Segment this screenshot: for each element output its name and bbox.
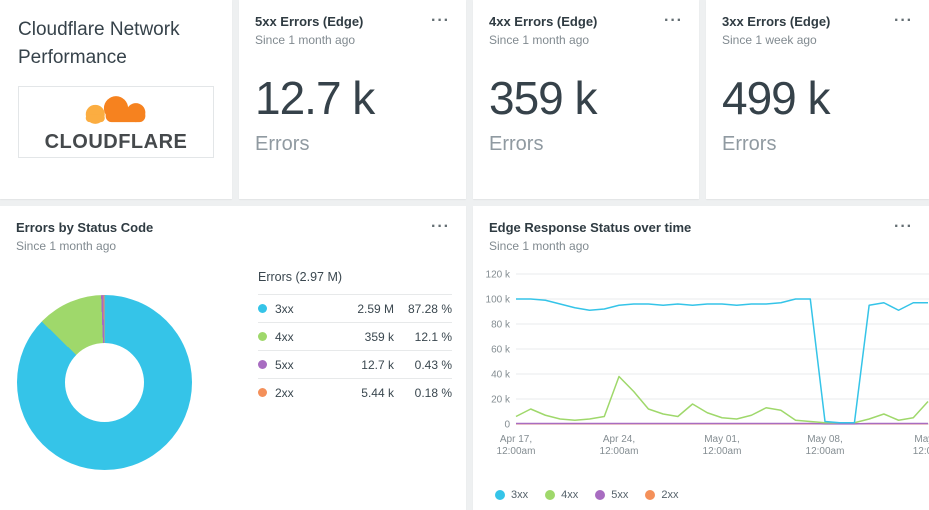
card-title: 4xx Errors (Edge) [489,14,598,29]
card-subtitle: Since 1 month ago [489,33,590,47]
card-title: 5xx Errors (Edge) [255,14,364,29]
series-label: 4xx [275,329,294,344]
series-dot-2xx [258,388,267,397]
legend-item-5xx[interactable]: 5xx [595,489,628,501]
stat-label: Errors [255,133,310,155]
errors-by-status-card: Errors by Status Code Since 1 month ago … [0,206,466,510]
svg-text:0: 0 [504,420,510,431]
card-subtitle: Since 1 month ago [255,33,356,47]
series-value: 2.59 M [357,301,394,316]
svg-text:May 08,12:00am: May 08, 12:00am [806,434,845,457]
legend-row-4xx: 4xx 359 k 12.1 % [258,322,452,350]
svg-text:Apr 17,12:00am: Apr 17, 12:00am [497,434,536,457]
card-subtitle: Since 1 week ago [722,33,817,47]
series-label: 2xx [275,385,294,400]
donut-legend-title: Errors (2.97 M) [258,270,343,284]
series-dot-3xx [258,304,267,313]
legend-item-4xx[interactable]: 4xx [545,489,578,501]
series-label: 2xx [661,489,679,501]
title-card: Cloudflare Network Performance CLOUDFLAR… [0,0,232,199]
cloudflare-logo: CLOUDFLARE [18,86,214,159]
card-menu-button[interactable]: ··· [664,12,683,29]
legend-row-5xx: 5xx 12.7 k 0.43 % [258,350,452,378]
svg-text:20 k: 20 k [491,395,511,406]
series-percent: 0.43 % [414,357,452,372]
card-menu-button[interactable]: ··· [431,218,450,235]
series-dot-5xx [595,490,606,500]
card-subtitle: Since 1 month ago [489,239,590,253]
card-subtitle: Since 1 month ago [16,239,117,253]
card-menu-button[interactable]: ··· [894,12,913,29]
legend-item-2xx[interactable]: 2xx [645,489,679,501]
series-value: 359 k [364,329,394,344]
stat-label: Errors [722,133,777,155]
series-value: 5.44 k [361,385,394,400]
series-percent: 0.18 % [414,385,452,400]
series-dot-4xx [258,332,267,341]
card-menu-button[interactable]: ··· [894,218,913,235]
series-percent: 87.28 % [407,301,452,316]
series-label: 4xx [561,489,579,501]
page-title: Cloudflare Network Performance [18,19,180,68]
series-percent: 12.1 % [414,329,452,344]
stat-card-4xx: 4xx Errors (Edge) Since 1 month ago ··· … [473,0,699,199]
card-title: 3xx Errors (Edge) [722,14,831,29]
svg-text:May 01,12:00am: May 01, 12:00am [703,434,742,457]
svg-text:120 k: 120 k [486,270,511,281]
card-menu-button[interactable]: ··· [431,12,450,29]
series-dot-2xx [645,490,656,500]
svg-text:May 112:00a: May 112:00a [913,434,929,457]
series-dot-4xx [545,490,556,500]
cloudflare-cloud-icon [64,91,168,134]
line-chart-legend: 3xx 4xx 5xx 2xx [495,489,679,501]
svg-text:Apr 24,12:00am: Apr 24, 12:00am [600,434,639,457]
stat-value: 499 k [722,72,831,124]
line-chart: 120 k 100 k 80 k 60 k 40 k 20 k 0 Apr 17, 12:00a… [473,264,929,476]
series-dot-5xx [258,360,267,369]
svg-text:60 k: 60 k [491,345,511,356]
legend-item-3xx[interactable]: 3xx [495,489,528,501]
series-value: 12.7 k [361,357,394,372]
stat-card-5xx: 5xx Errors (Edge) Since 1 month ago ··· … [239,0,466,199]
series-label: 3xx [511,489,529,501]
stat-card-3xx: 3xx Errors (Edge) Since 1 week ago ··· 4… [706,0,929,199]
card-title: Errors by Status Code [16,220,154,235]
stat-value: 12.7 k [255,72,375,124]
series-label: 3xx [275,301,294,316]
legend-row-3xx: 3xx 2.59 M 87.28 % [258,294,452,322]
edge-response-status-card: Edge Response Status over time Since 1 m… [473,206,929,510]
card-title: Edge Response Status over time [489,220,692,235]
cloudflare-logo-text: CLOUDFLARE [44,130,188,153]
series-label: 5xx [275,357,294,372]
donut-chart [17,295,192,470]
stat-label: Errors [489,133,544,155]
legend-row-2xx: 2xx 5.44 k 0.18 % [258,378,452,406]
svg-text:40 k: 40 k [491,370,511,381]
svg-text:80 k: 80 k [491,320,511,331]
stat-value: 359 k [489,72,598,124]
donut-legend: Errors (2.97 M) 3xx 2.59 M 87.28 % 4xx 3… [258,270,452,406]
series-label: 5xx [611,489,629,501]
svg-text:100 k: 100 k [486,295,511,306]
series-dot-3xx [495,490,505,500]
